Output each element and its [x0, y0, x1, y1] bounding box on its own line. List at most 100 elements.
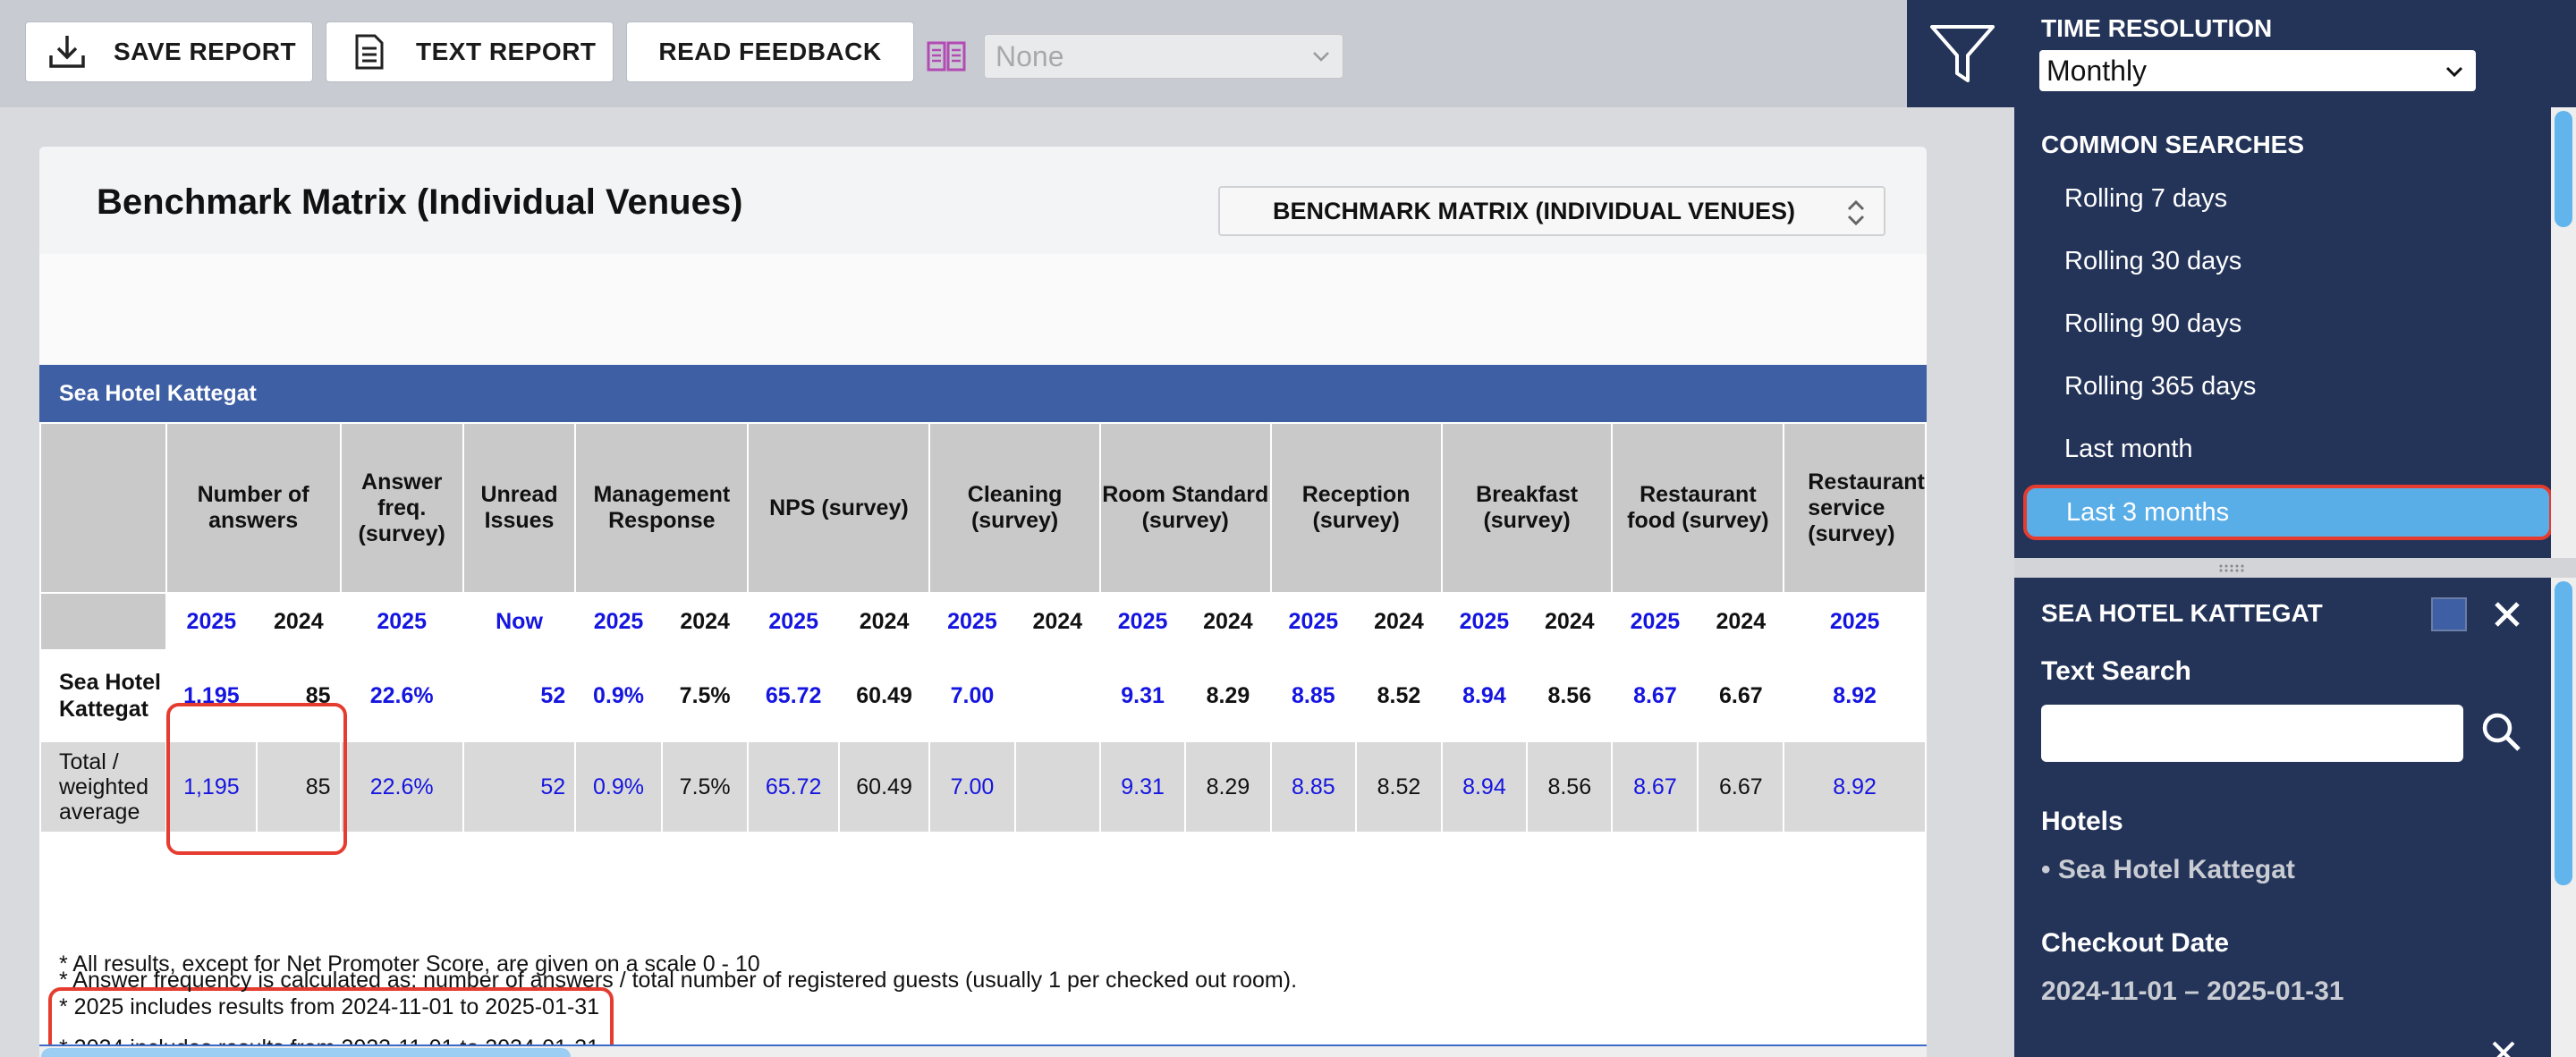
table-cell[interactable]: 85 [256, 649, 342, 742]
table-cell: 65.72 [747, 740, 840, 833]
year-cell: Now [462, 592, 577, 651]
col-header-number-of-answers[interactable]: Number of answers [165, 422, 342, 594]
common-searches-title: COMMON SEARCHES [2041, 131, 2305, 158]
search-item-last-3-months[interactable]: Last 3 months [2023, 485, 2553, 540]
table-cell[interactable]: 8.52 [1355, 649, 1443, 742]
table-cell[interactable]: 60.49 [837, 649, 931, 742]
hotel-panel-scrollbar[interactable] [2551, 578, 2576, 1057]
table-row[interactable]: Sea Hotel Kattegat 1,195 85 22.6% 52 0.9… [39, 649, 1927, 742]
horizontal-scroll-thumb[interactable] [41, 1048, 571, 1057]
table-cell[interactable]: 52 [462, 649, 577, 742]
col-header-room-standard[interactable]: Room Standard (survey) [1098, 422, 1272, 594]
scroll-thumb[interactable] [2555, 111, 2572, 227]
year-cell: 2024 [1697, 592, 1785, 651]
col-header-answer-freq[interactable]: Answer freq. (survey) [339, 422, 464, 594]
table-cell: 0.9% [574, 740, 663, 833]
text-report-button[interactable]: TEXT REPORT [326, 21, 614, 82]
col-header-restaurant-service[interactable]: Restaurant service (survey) [1783, 422, 1927, 594]
compare-select[interactable]: None [984, 34, 1343, 79]
search-item-last-month[interactable]: Last month [2064, 435, 2193, 463]
hotels-label: Hotels [2041, 807, 2123, 836]
column-header-row: Number of answers Answer freq. (survey) … [39, 422, 1927, 594]
table-cell[interactable]: 8.94 [1440, 649, 1529, 742]
table-cell: 52 [462, 740, 577, 833]
search-item-rolling-90[interactable]: Rolling 90 days [2064, 309, 2242, 338]
year-cell: 2024 [1184, 592, 1272, 651]
scroll-thumb[interactable] [2555, 581, 2572, 885]
read-feedback-button[interactable]: READ FEEDBACK [626, 21, 914, 82]
common-searches-scrollbar[interactable] [2551, 107, 2576, 558]
time-resolution-label: TIME RESOLUTION [2041, 14, 2273, 42]
year-cell: 2024 [1355, 592, 1443, 651]
year-cell: 2024 [1526, 592, 1614, 651]
chart-spacer [39, 254, 1927, 365]
year-cell: 2025 [165, 592, 258, 651]
col-header-management-response[interactable]: Management Response [574, 422, 750, 594]
compare-book-icon[interactable] [927, 38, 966, 73]
col-header-breakfast[interactable]: Breakfast (survey) [1440, 422, 1614, 594]
panel-resize-divider[interactable] [2014, 558, 2576, 578]
col-header-restaurant-food[interactable]: Restaurant food (survey) [1611, 422, 1785, 594]
read-feedback-label: READ FEEDBACK [658, 38, 882, 65]
search-icon[interactable] [2479, 710, 2522, 753]
table-cell[interactable]: 7.5% [660, 649, 750, 742]
save-report-button[interactable]: SAVE REPORT [25, 21, 313, 82]
table-row[interactable]: Total / weighted average 1,195 85 22.6% … [39, 740, 1927, 833]
corner-cell [39, 422, 167, 594]
common-searches-panel: COMMON SEARCHES Rolling 7 days Rolling 3… [2014, 107, 2576, 558]
search-item-rolling-7[interactable]: Rolling 7 days [2064, 184, 2228, 213]
updown-chevron-icon [1847, 199, 1865, 226]
table-cell: 85 [256, 740, 342, 833]
search-item-rolling-365[interactable]: Rolling 365 days [2064, 372, 2257, 401]
table-cell[interactable]: 8.85 [1269, 649, 1358, 742]
filter-funnel-icon[interactable] [1928, 21, 1996, 86]
year-cell: 2025 [574, 592, 663, 651]
search-item-rolling-30[interactable]: Rolling 30 days [2064, 247, 2242, 275]
hotel-color-swatch[interactable] [2431, 597, 2467, 631]
note-scale: * All results, except for Net Promoter S… [59, 951, 760, 977]
hotels-value[interactable]: • Sea Hotel Kattegat [2041, 855, 2295, 884]
benchmark-table: Number of answers Answer freq. (survey) … [39, 422, 1927, 833]
table-cell[interactable]: 9.31 [1098, 649, 1187, 742]
table-cell: 7.00 [928, 740, 1016, 833]
table-cell[interactable]: 22.6% [339, 649, 464, 742]
year-cell: 2024 [660, 592, 750, 651]
col-header-cleaning[interactable]: Cleaning (survey) [928, 422, 1101, 594]
time-resolution-select[interactable]: Monthly [2039, 50, 2476, 91]
report-card: Benchmark Matrix (Individual Venues) BEN… [39, 147, 1927, 1057]
table-cell[interactable]: 7.00 [928, 649, 1016, 742]
table-cell: 22.6% [339, 740, 464, 833]
table-cell[interactable]: 6.67 [1697, 649, 1785, 742]
table-cell[interactable]: 8.67 [1611, 649, 1699, 742]
hotel-filter-panel: SEA HOTEL KATTEGAT Text Search Hotels • … [2014, 578, 2576, 1057]
close-icon[interactable] [2492, 599, 2522, 630]
col-header-unread-issues[interactable]: Unread Issues [462, 422, 577, 594]
table-cell[interactable]: 8.92 [1783, 649, 1927, 742]
checkout-date-value[interactable]: 2024-11-01 – 2025-01-31 [2041, 977, 2344, 1006]
table-cell[interactable]: 8.29 [1184, 649, 1272, 742]
text-search-input[interactable] [2041, 705, 2463, 762]
view-select[interactable]: BENCHMARK MATRIX (INDIVIDUAL VENUES) [1218, 186, 1885, 236]
table-cell: 8.29 [1184, 740, 1272, 833]
close-icon[interactable] [2490, 1039, 2517, 1057]
table-cell[interactable]: 65.72 [747, 649, 840, 742]
year-cell: 2025 [1783, 592, 1927, 651]
year-row-corner [39, 592, 167, 651]
compare-select-value: None [996, 39, 1064, 72]
col-header-reception[interactable]: Reception (survey) [1269, 422, 1443, 594]
year-cell: 2024 [837, 592, 931, 651]
horizontal-scrollbar[interactable] [39, 1044, 1927, 1057]
search-item-label: Last 3 months [2066, 497, 2230, 527]
year-cell: 2025 [1440, 592, 1529, 651]
table-cell[interactable]: 8.56 [1526, 649, 1614, 742]
drag-handle-icon[interactable] [2218, 563, 2245, 572]
table-cell[interactable] [1013, 649, 1101, 742]
year-cell: 2025 [1098, 592, 1187, 651]
year-cell: 2025 [1269, 592, 1358, 651]
col-header-nps[interactable]: NPS (survey) [747, 422, 931, 594]
highlight-number-of-answers [166, 703, 347, 855]
save-report-label: SAVE REPORT [114, 38, 297, 65]
table-cell[interactable]: 0.9% [574, 649, 663, 742]
table-cell: 7.5% [660, 740, 750, 833]
row-label[interactable]: Sea Hotel Kattegat [39, 649, 167, 742]
